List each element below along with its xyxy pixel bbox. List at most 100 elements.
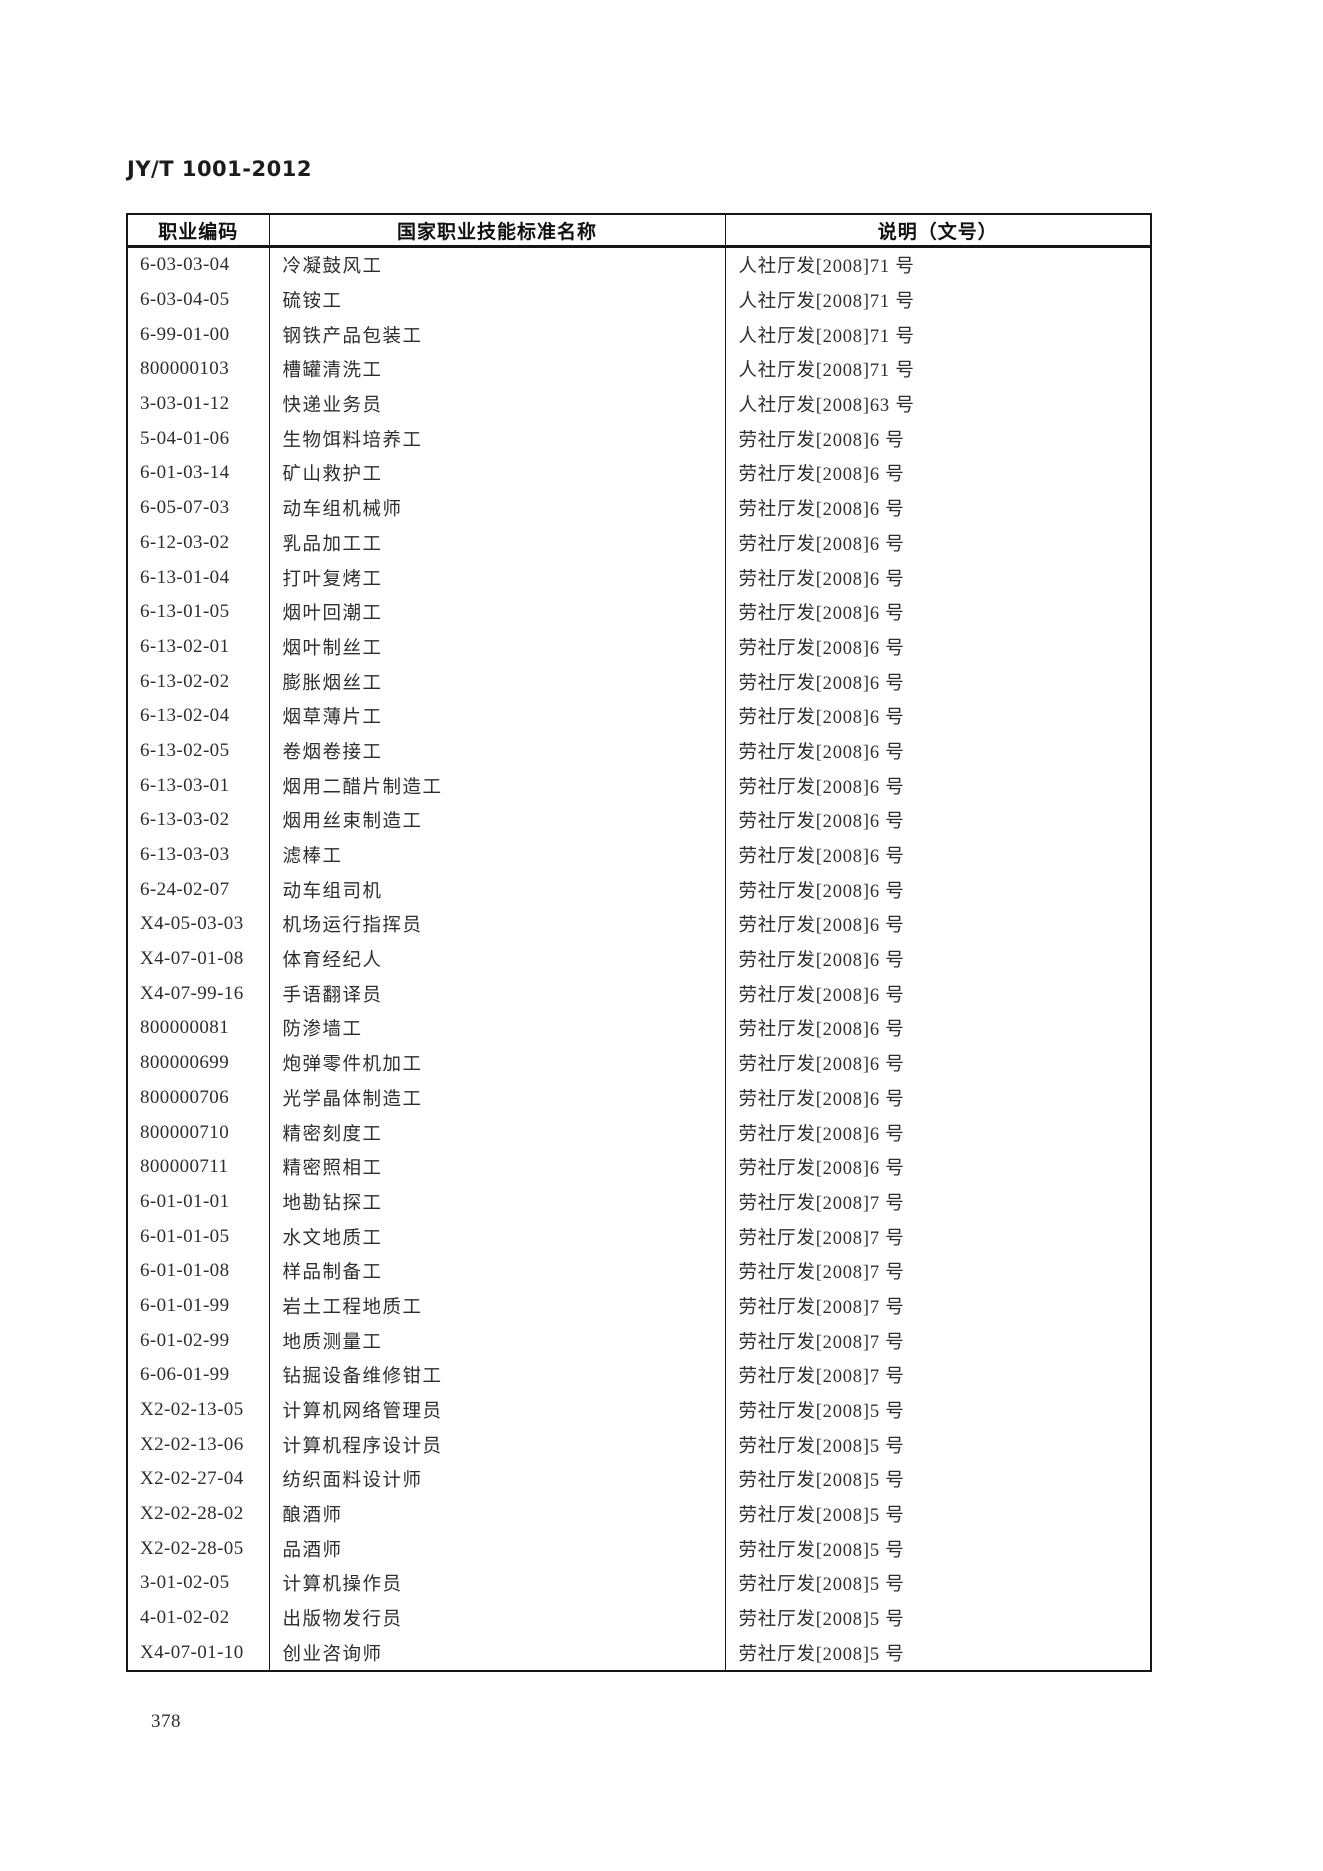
table-row: 6-03-03-04 冷凝鼓风工 人社厅发[2008]71 号 [127,246,1151,283]
occupation-code-cell: 6-05-07-03 [127,490,270,526]
table-row: 4-01-02-02 出版物发行员 劳社厅发[2008]5 号 [127,1600,1151,1636]
note-doc-number-cell: 劳社厅发[2008]6 号 [738,1089,905,1110]
note-doc-number-cell: 劳社厅发[2008]5 号 [738,1436,905,1457]
occupation-code-cell: X4-07-01-08 [127,941,270,977]
table-row: 800000103 槽罐清洗工 人社厅发[2008]71 号 [127,352,1151,387]
occupation-code-cell: 6-03-04-05 [127,282,270,318]
occupation-code-cell: 6-13-01-05 [127,594,270,630]
note-doc-number-cell: 劳社厅发[2008]6 号 [738,604,905,625]
standard-name-cell: 槽罐清洗工 [269,352,726,387]
occupation-code-cell: 6-13-02-05 [127,733,270,769]
standard-name-cell: 硫铵工 [269,282,726,318]
table-row: X2-02-28-02 酿酒师 劳社厅发[2008]5 号 [127,1496,1151,1532]
standards-table: 职业编码 国家职业技能标准名称 说明（文号） 6-03-03-04 冷凝鼓风工 人社… [126,213,1152,1673]
occupation-code-cell: 6-06-01-99 [127,1358,270,1393]
note-doc-number-cell: 劳社厅发[2008]7 号 [738,1193,905,1214]
table-row: 6-01-03-14 矿山救护工 劳社厅发[2008]6 号 [127,456,1151,491]
note-doc-number-cell: 人社厅发[2008]71 号 [738,257,915,278]
occupation-code-cell: 6-03-03-04 [127,246,270,283]
note-doc-number-cell: 劳社厅发[2008]6 号 [738,1020,905,1041]
occupation-code-cell: 6-01-02-99 [127,1323,270,1358]
table-row: X4-07-01-08 体育经纪人 劳社厅发[2008]6 号 [127,941,1151,977]
occupation-code-cell: 6-24-02-07 [127,872,270,908]
standard-name-cell: 岩土工程地质工 [269,1288,726,1324]
occupation-code-cell: 800000081 [127,1011,270,1046]
occupation-code-cell: 6-13-03-01 [127,768,270,803]
standard-name-cell: 炮弹零件机加工 [269,1045,726,1081]
table-row: 6-01-01-99 岩土工程地质工 劳社厅发[2008]7 号 [127,1288,1151,1324]
occupation-code-cell: 800000706 [127,1080,270,1116]
table-row: X2-02-13-05 计算机网络管理员 劳社厅发[2008]5 号 [127,1392,1151,1428]
note-doc-number-cell: 人社厅发[2008]71 号 [738,326,915,347]
table-row: 6-12-03-02 乳品加工工 劳社厅发[2008]6 号 [127,525,1151,561]
table-row: 6-06-01-99 钻掘设备维修钳工 劳社厅发[2008]7 号 [127,1358,1151,1393]
note-doc-number-cell: 劳社厅发[2008]6 号 [738,534,905,555]
occupation-code-cell: 6-01-01-08 [127,1253,270,1289]
table-row: 6-13-03-03 滤棒工 劳社厅发[2008]6 号 [127,837,1151,873]
table-header-row: 职业编码 国家职业技能标准名称 说明（文号） [127,214,1151,248]
note-doc-number-cell: 劳社厅发[2008]5 号 [738,1540,905,1561]
table-row: X2-02-13-06 计算机程序设计员 劳社厅发[2008]5 号 [127,1427,1151,1463]
table-row: X2-02-28-05 品酒师 劳社厅发[2008]5 号 [127,1531,1151,1567]
standard-name-cell: 动车组机械师 [269,490,726,526]
note-doc-number-cell: 劳社厅发[2008]6 号 [738,985,905,1006]
standard-name-cell: 膨胀烟丝工 [269,664,726,699]
occupation-code-cell: 800000710 [127,1115,270,1150]
table-row: 5-04-01-06 生物饵料培养工 劳社厅发[2008]6 号 [127,421,1151,457]
occupation-code-cell: 6-13-03-03 [127,837,270,873]
standard-name-cell: 矿山救护工 [269,456,726,491]
note-doc-number-cell: 劳社厅发[2008]6 号 [738,708,905,729]
table-body: 6-03-03-04 冷凝鼓风工 人社厅发[2008]71 号 6-03-04-05 硫… [127,246,1151,1672]
note-doc-number-cell: 劳社厅发[2008]6 号 [738,777,905,798]
occupation-code-cell: 6-01-03-14 [127,456,270,491]
standard-name-cell: 精密刻度工 [269,1115,726,1150]
occupation-code-cell: 6-01-01-99 [127,1288,270,1324]
table-row: 6-13-02-01 烟叶制丝工 劳社厅发[2008]6 号 [127,629,1151,665]
note-doc-number-cell: 劳社厅发[2008]6 号 [738,881,905,902]
note-doc-number-cell: 人社厅发[2008]63 号 [738,396,915,417]
note-doc-number-cell: 劳社厅发[2008]5 号 [738,1575,905,1596]
occupation-code-cell: X2-02-28-02 [127,1496,270,1532]
standard-name-cell: 纺织面料设计师 [269,1462,726,1497]
occupation-code-cell: X2-02-13-06 [127,1427,270,1463]
occupation-code-cell: 800000699 [127,1045,270,1081]
note-doc-number-cell: 劳社厅发[2008]7 号 [738,1228,905,1249]
table-row: 6-13-03-01 烟用二醋片制造工 劳社厅发[2008]6 号 [127,768,1151,803]
occupation-code-cell: 6-13-03-02 [127,803,270,838]
note-doc-number-cell: 劳社厅发[2008]7 号 [738,1297,905,1318]
table-row: 800000081 防渗墙工 劳社厅发[2008]6 号 [127,1011,1151,1046]
table-row: 6-99-01-00 钢铁产品包装工 人社厅发[2008]71 号 [127,317,1151,353]
standard-name-cell: 生物饵料培养工 [269,421,726,457]
standard-name-cell: 计算机网络管理员 [269,1392,726,1428]
standard-name-cell: 水文地质工 [269,1219,726,1254]
header-note-doc-number: 说明（文号） [725,214,1151,248]
note-doc-number-cell: 劳社厅发[2008]6 号 [738,847,905,868]
table-row: 6-03-04-05 硫铵工 人社厅发[2008]71 号 [127,282,1151,318]
table-row: 6-05-07-03 动车组机械师 劳社厅发[2008]6 号 [127,490,1151,526]
occupation-code-cell: 6-12-03-02 [127,525,270,561]
standard-name-cell: 出版物发行员 [269,1600,726,1636]
note-doc-number-cell: 劳社厅发[2008]6 号 [738,465,905,486]
note-doc-number-cell: 劳社厅发[2008]7 号 [738,1332,905,1353]
note-doc-number-cell: 劳社厅发[2008]5 号 [738,1402,905,1423]
standard-name-cell: 样品制备工 [269,1253,726,1289]
note-doc-number-cell: 劳社厅发[2008]6 号 [738,1124,905,1145]
header-occupation-code: 职业编码 [127,214,270,248]
occupation-code-cell: 4-01-02-02 [127,1600,270,1636]
occupation-code-cell: 6-01-01-01 [127,1184,270,1220]
standard-name-cell: 烟用二醋片制造工 [269,768,726,803]
standard-name-cell: 地勘钻探工 [269,1184,726,1220]
standard-name-cell: 卷烟卷接工 [269,733,726,769]
occupation-code-cell: 6-99-01-00 [127,317,270,353]
table-row: 6-24-02-07 动车组司机 劳社厅发[2008]6 号 [127,872,1151,908]
standard-name-cell: 快递业务员 [269,386,726,422]
note-doc-number-cell: 劳社厅发[2008]6 号 [738,1159,905,1180]
standard-name-cell: 烟草薄片工 [269,698,726,734]
note-doc-number-cell: 劳社厅发[2008]6 号 [738,638,905,659]
note-doc-number-cell: 劳社厅发[2008]6 号 [738,916,905,937]
table-row: 6-13-02-02 膨胀烟丝工 劳社厅发[2008]6 号 [127,664,1151,699]
standard-name-cell: 光学晶体制造工 [269,1080,726,1116]
occupation-code-cell: 3-01-02-05 [127,1566,270,1601]
occupation-code-cell: X2-02-28-05 [127,1531,270,1567]
standard-name-cell: 冷凝鼓风工 [269,246,726,283]
